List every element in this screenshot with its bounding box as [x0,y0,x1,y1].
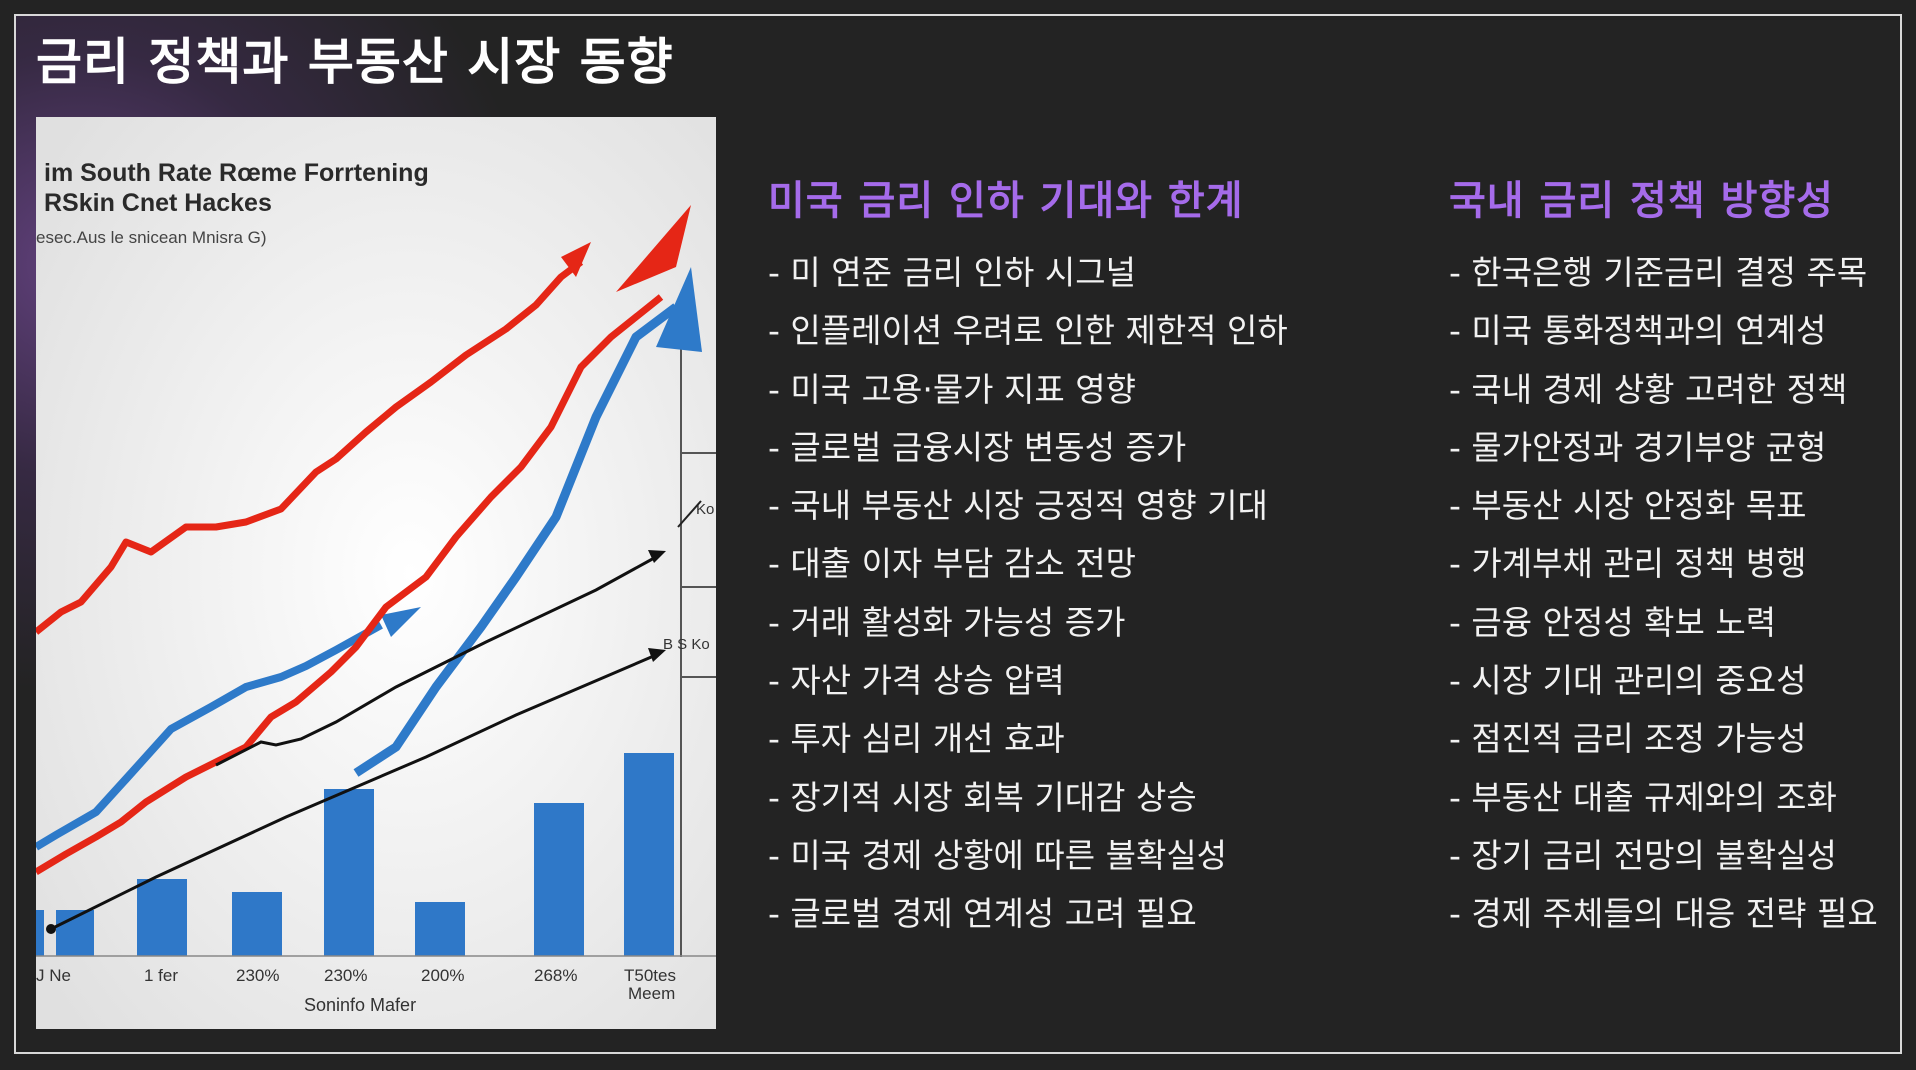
bar-8 [624,753,674,956]
x-label: 230% [236,966,279,985]
slide-frame: 금리 정책과 부동산 시장 동향 im South Rate Rœme Forr… [14,14,1902,1054]
black-arrow-upper [215,555,657,767]
list-item: - 미국 고용·물가 지표 영향 [768,369,1136,409]
list-item: - 글로벌 경제 연계성 고려 필요 [768,894,1197,934]
red-main-arrowhead [616,205,691,292]
list-item: - 장기적 시장 회복 기대감 상승 [768,777,1197,817]
list-item: - 점진적 금리 조정 가능성 [1449,719,1807,759]
right-list: - 한국은행 기준금리 결정 주목 - 미국 통화정책과의 연계성 - 국내 경… [1449,244,1899,944]
list-item: - 국내 부동산 시장 긍정적 영향 기대 [768,486,1268,526]
page-title: 금리 정책과 부동산 시장 동향 [36,33,674,91]
bar-4 [232,892,282,956]
bar-group [36,753,674,956]
left-list: - 미 연준 금리 인하 시그널 - 인플레이션 우려로 인한 제한적 인하 -… [768,244,1408,944]
x-axis-title: Soninfo Mafer [304,995,416,1015]
side-label-2: B S Ko [663,636,710,653]
bar-7 [534,803,584,956]
x-sub-label: Meem [628,984,675,1003]
left-heading: 미국 금리 인하 기대와 한계 [768,178,1244,224]
x-axis-labels: J Ne 1 fer 230% 230% 200% 268% T50tes Me… [36,966,676,1003]
list-item: - 한국은행 기준금리 결정 주목 [1449,253,1868,292]
list-item: - 시장 기대 관리의 중요성 [1449,661,1807,701]
x-label: J Ne [36,966,71,985]
chart-illustration: im South Rate Rœme Forrtening RSkin Cnet… [36,117,716,1029]
black-arrow-upper-head [648,550,666,563]
list-item: - 장기 금리 전망의 불확실성 [1449,835,1837,875]
bar-1 [36,910,44,956]
caption-line-2: RSkin Cnet Hackes [44,189,272,217]
list-item: - 경제 주체들의 대응 전략 필요 [1449,894,1878,934]
x-label: 1 fer [144,966,178,985]
list-item: - 물가안정과 경기부양 균형 [1449,427,1827,467]
blue-trend-line [36,621,383,851]
side-arrow [677,500,702,528]
list-item: - 금융 안정성 확보 노력 [1449,602,1777,642]
side-label-1: Ko [696,501,714,518]
list-item: - 거래 활성화 가능성 증가 [768,602,1126,642]
black-arrow-lower-head [648,648,666,662]
x-label: 268% [534,966,577,985]
bar-3 [137,879,187,956]
list-item: - 가계부채 관리 정책 병행 [1449,544,1807,584]
x-label: 230% [324,966,367,985]
black-arrow-lower [50,653,657,931]
blue-trend-arrowhead [381,607,421,637]
blue-main-arrowhead [656,267,702,352]
list-item: - 미국 경제 상황에 따른 불확실성 [768,835,1228,875]
list-item: - 대출 이자 부담 감소 전망 [768,544,1136,584]
list-item: - 인플레이션 우려로 인한 제한적 인하 [768,311,1288,351]
right-heading: 국내 금리 정책 방향성 [1449,178,1834,224]
red-upper-arrowhead [561,242,591,277]
list-item: - 미 연준 금리 인하 시그널 [768,253,1136,292]
list-item: - 미국 통화정책과의 연계성 [1449,311,1827,351]
x-label: 200% [421,966,464,985]
black-arrow-origin [46,924,56,934]
list-item: - 글로벌 금융시장 변동성 증가 [768,427,1187,467]
bar-5 [324,789,374,956]
caption-line-3: esec.Aus le snicean Mnisra G) [36,228,267,247]
caption-line-1: im South Rate Rœme Forrtening [44,159,429,187]
left-column: 미국 금리 인하 기대와 한계 - 미 연준 금리 인하 시그널 - 인플레이션… [768,168,1408,944]
red-lower-line [36,294,664,876]
red-upper-line [36,259,584,635]
right-column: 국내 금리 정책 방향성 - 한국은행 기준금리 결정 주목 - 미국 통화정책… [1449,168,1899,944]
list-item: - 부동산 대출 규제와의 조화 [1449,777,1837,817]
x-label: T50tes [624,966,676,985]
list-item: - 투자 심리 개선 효과 [768,719,1065,759]
list-item: - 국내 경제 상황 고려한 정책 [1449,369,1848,409]
illustration-background [36,117,716,1029]
blue-main-line [353,303,679,777]
list-item: - 자산 가격 상승 압력 [768,661,1065,701]
list-item: - 부동산 시장 안정화 목표 [1449,486,1807,526]
bar-6 [415,902,465,956]
